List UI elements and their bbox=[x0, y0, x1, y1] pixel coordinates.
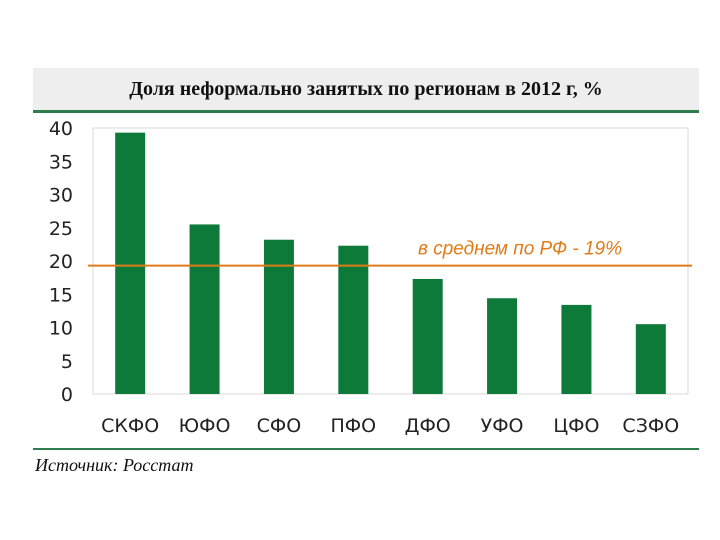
x-tick-label: ДФО bbox=[405, 415, 451, 437]
source-note: Источник: Росстат bbox=[35, 455, 194, 475]
average-label: в среднем по РФ - 19% bbox=[418, 239, 622, 260]
x-tick-label: СЗФО bbox=[622, 415, 679, 437]
x-tick-label: ЮФО bbox=[179, 415, 231, 437]
x-tick-label: СФО bbox=[257, 415, 302, 437]
x-tick-label: СКФО bbox=[101, 415, 159, 437]
chart-title: Доля неформально занятых по регионам в 2… bbox=[33, 68, 699, 110]
y-tick-label: 0 bbox=[61, 384, 73, 406]
bar-ПФО bbox=[338, 245, 369, 394]
title-rule bbox=[33, 110, 699, 113]
y-tick-label: 35 bbox=[49, 151, 73, 173]
y-tick-label: 40 bbox=[49, 118, 73, 140]
bar-СЗФО bbox=[635, 324, 666, 394]
bar-СФО bbox=[263, 239, 294, 394]
bar-УФО bbox=[487, 298, 518, 394]
y-tick-label: 20 bbox=[49, 251, 73, 273]
bar-СКФО bbox=[115, 132, 146, 394]
y-tick-label: 10 bbox=[49, 318, 73, 340]
y-axis: 0 5 10 15 20 25 30 35 40 bbox=[49, 118, 73, 406]
y-tick-label: 5 bbox=[61, 351, 73, 373]
footer-rule bbox=[33, 448, 699, 450]
y-tick-label: 25 bbox=[49, 218, 73, 240]
y-tick-label: 15 bbox=[49, 284, 73, 306]
bar-ДФО bbox=[412, 278, 443, 394]
x-tick-label: УФО bbox=[481, 415, 524, 437]
bar-ЦФО bbox=[561, 304, 592, 394]
y-tick-label: 30 bbox=[49, 185, 73, 207]
x-tick-label: ЦФО bbox=[553, 415, 599, 437]
plot-area bbox=[92, 127, 689, 395]
x-axis: СКФО ЮФО СФО ПФО ДФО УФО ЦФО СЗФО bbox=[101, 415, 679, 437]
bar-ЮФО bbox=[189, 224, 220, 394]
x-tick-label: ПФО bbox=[331, 415, 377, 437]
